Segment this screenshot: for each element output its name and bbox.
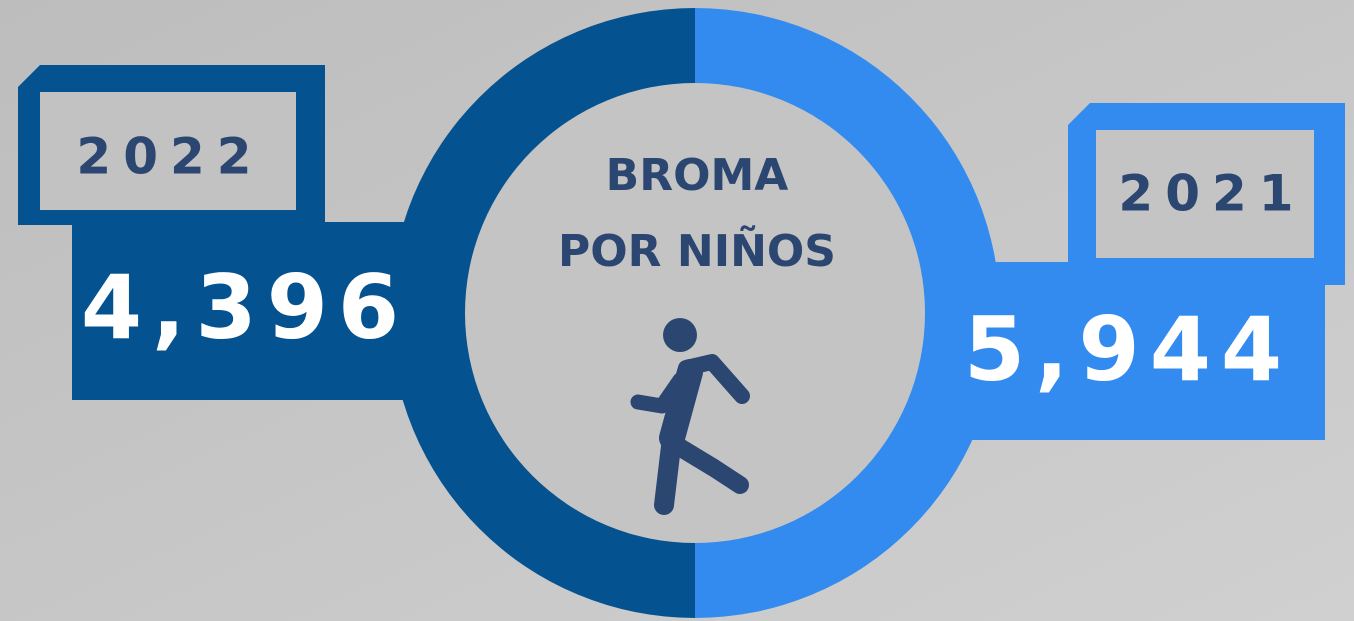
value-label: 4,396 (81, 256, 409, 359)
runner-icon (630, 318, 750, 515)
title-line: BROMA (606, 150, 789, 201)
year-frame-inner (1096, 130, 1314, 258)
value-box (930, 262, 1325, 440)
title-line: POR NIÑOS (558, 224, 836, 277)
ring-center (465, 83, 925, 543)
year-frame-inner (40, 92, 296, 210)
year-label: 2022 (76, 128, 263, 186)
year-label: 2021 (1118, 165, 1305, 223)
value-label: 5,944 (964, 298, 1292, 401)
